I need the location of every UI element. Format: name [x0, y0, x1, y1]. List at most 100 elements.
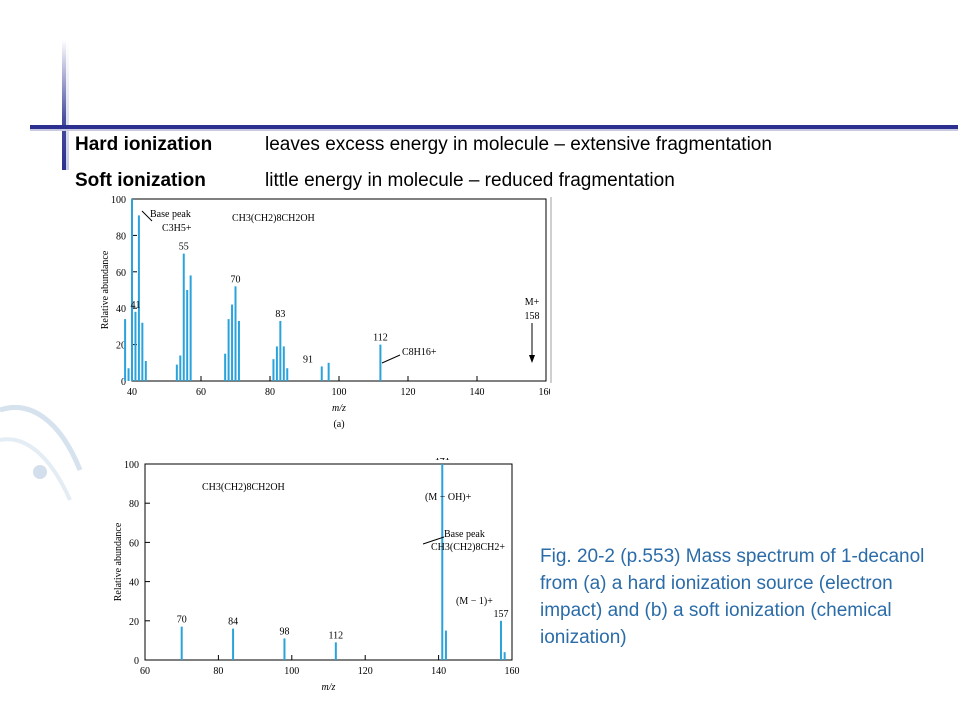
spectrum-peak: [272, 359, 275, 381]
figure-caption: Fig. 20-2 (p.553) Mass spectrum of 1-dec…: [540, 546, 925, 648]
spectrum-peak: [275, 346, 278, 381]
y-tick-label: 40: [116, 304, 126, 315]
peak-label: 83: [275, 309, 285, 320]
mass-spectrum-b: 0 20 40 60 80 100 60 80 100 120 140 160 Relative abu…: [113, 452, 520, 693]
y-tick-label: 0: [121, 377, 126, 388]
spectrum-peak: [137, 215, 140, 381]
plot-area: [131, 198, 547, 382]
peak-label: 157: [493, 609, 508, 620]
term-description: leaves excess energy in molecule – exten…: [265, 134, 772, 155]
decorative-vertical-bar: [62, 40, 66, 170]
spectrum-peak: [320, 366, 323, 381]
spectrum-panel-a: 0 20 40 60 80 100 40 60 80 100 120 140 160 Relative a…: [70, 195, 554, 435]
peak-label: 98: [279, 626, 289, 637]
panel-label: (a): [333, 419, 344, 430]
annotation-m-minus-1: (M − 1)+: [456, 596, 493, 607]
y-axis-label: Relative abundance: [113, 522, 124, 601]
y-axis-label: Relative abundance: [100, 250, 111, 329]
spectrum-peak: [234, 286, 237, 381]
x-tick-label: 120: [358, 666, 373, 677]
x-axis-label: m/z: [332, 403, 346, 414]
spectrum-peak: [186, 290, 189, 381]
x-tick-label: 120: [401, 387, 416, 398]
spectrum-peak: [182, 253, 185, 381]
spectrum-peak: [444, 630, 447, 660]
arrow-head: [529, 355, 535, 363]
y-tick-label: 100: [111, 195, 126, 206]
fragment-ion-label: C8H16+: [402, 347, 437, 358]
plot-area: [144, 463, 513, 661]
spectrum-peak: [279, 320, 282, 381]
annotation-arrow: [422, 536, 445, 545]
spectrum-peak: [441, 464, 444, 660]
y-tick-label: 60: [116, 268, 126, 279]
spectrum-panel-b: 0 20 40 60 80 100 60 80 100 120 140 160 Relative abu…: [110, 452, 520, 698]
spectrum-peak: [189, 275, 192, 381]
x-tick-label: 60: [140, 666, 150, 677]
spectrum-peak: [282, 346, 285, 381]
y-tick-label: 80: [116, 231, 126, 242]
chart-formula: CH3(CH2)8CH2OH: [232, 213, 315, 224]
annotation-arrow: [141, 210, 153, 222]
peak-label: 112: [329, 630, 344, 641]
x-tick-label: 160: [505, 666, 520, 677]
spectrum-peak: [134, 311, 137, 381]
peak-label: 55: [179, 242, 189, 253]
base-peak-label: Base peak: [150, 209, 191, 220]
term-label: Hard ionization: [75, 134, 213, 155]
spectrum-peak: [283, 638, 286, 660]
peak-label: 84: [228, 617, 238, 628]
spectrum-peak: [379, 344, 382, 381]
spectrum-peak: [237, 320, 240, 381]
x-tick-label: 60: [196, 387, 206, 398]
spectrum-peak: [227, 319, 230, 381]
spectrum-peak: [131, 199, 133, 381]
term-description: little energy in molecule – reduced frag…: [265, 170, 675, 191]
spectrum-peak: [144, 360, 147, 381]
annotation-base-peak: Base peak: [444, 529, 485, 540]
x-axis-label: m/z: [322, 682, 336, 693]
x-tick-label: 140: [431, 666, 446, 677]
definition-row-soft: Soft ionization little energy in molecule…: [75, 170, 675, 192]
decorative-horizontal-bar: [30, 125, 958, 129]
definition-row-hard: Hard ionization leaves excess energy in m…: [75, 134, 772, 156]
spectrum-peak: [286, 368, 289, 381]
base-peak-ion: C3H5+: [162, 223, 192, 234]
decorative-swoosh: [0, 405, 83, 501]
spectrum-peak: [503, 652, 506, 660]
y-tick-label: 20: [116, 341, 126, 352]
annotation-base-peak-ion: CH3(CH2)8CH2+: [431, 542, 505, 553]
spectrum-peak: [334, 642, 337, 660]
spectrum-peak: [224, 353, 227, 381]
y-tick-label: 40: [129, 578, 139, 589]
term-label: Soft ionization: [75, 170, 206, 191]
x-tick-label: 140: [470, 387, 485, 398]
spectrum-peak: [179, 355, 182, 381]
y-tick-label: 20: [129, 617, 139, 628]
spectrum-peak: [327, 362, 330, 381]
y-tick-label: 100: [124, 460, 139, 471]
x-tick-label: 80: [265, 387, 275, 398]
molecular-ion-label: M+: [525, 297, 540, 308]
y-tick-label: 80: [129, 499, 139, 510]
x-tick-label: 160: [539, 387, 551, 398]
peak-label: 41: [130, 300, 140, 311]
annotation-m-minus-oh: (M − OH)+: [425, 492, 472, 503]
mass-spectrum-a: 0 20 40 60 80 100 40 60 80 100 120 140 160 Relative a…: [100, 195, 554, 430]
peak-label: 70: [231, 274, 241, 285]
spectrum-peak: [127, 368, 130, 381]
spectrum-peak: [499, 620, 502, 660]
peak-label: 112: [373, 333, 388, 344]
spectrum-peak: [231, 304, 234, 381]
y-tick-label: 0: [134, 656, 139, 667]
peak-label: 91: [303, 354, 313, 365]
y-tick-label: 60: [129, 538, 139, 549]
annotation-arrow: [381, 354, 401, 364]
molecular-ion-mz: 158: [525, 311, 540, 322]
spectrum-peak: [175, 364, 178, 381]
decorative-vertical-bar-light: [66, 40, 69, 170]
chart-formula: CH3(CH2)8CH2OH: [202, 482, 285, 493]
spectrum-peak: [124, 319, 127, 381]
spectrum-peak: [180, 626, 183, 660]
peak-label: 141: [435, 458, 450, 463]
